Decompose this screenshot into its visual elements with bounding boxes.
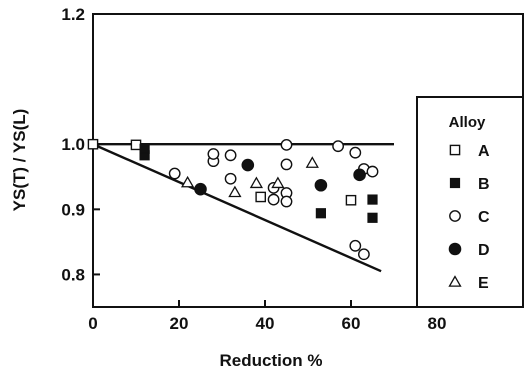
- legend-box: [416, 96, 524, 308]
- x-tick-label: 40: [256, 314, 275, 333]
- point-D: [314, 178, 328, 192]
- series-B: [139, 143, 378, 223]
- legend-item-C: C: [449, 209, 490, 226]
- point-C: [224, 172, 237, 185]
- legend-label-E: E: [478, 275, 489, 292]
- series-D: [194, 158, 366, 196]
- series-C: [168, 138, 379, 261]
- y-axis-ticks: 0.8 0.9 1.0 1.2: [61, 5, 100, 284]
- legend-item-E: E: [448, 275, 489, 292]
- legend-item-A: A: [449, 143, 490, 160]
- point-B: [367, 212, 378, 223]
- point-D: [194, 182, 207, 196]
- point-A: [130, 139, 142, 151]
- point-C: [207, 148, 220, 160]
- legend-marker-C: [449, 210, 461, 222]
- x-tick-label: 80: [428, 314, 447, 333]
- y-tick-label: 0.9: [61, 200, 85, 219]
- point-A: [345, 194, 357, 206]
- point-B: [315, 208, 326, 219]
- legend-title: Alloy: [449, 114, 486, 131]
- point-A: [255, 191, 267, 203]
- legend-item-D: D: [448, 242, 490, 259]
- reference-line-1: [92, 143, 382, 273]
- series-E: [180, 156, 319, 198]
- legend-marker-A: [449, 144, 461, 156]
- y-tick-label: 0.8: [61, 265, 85, 284]
- x-tick-label: 0: [88, 314, 97, 333]
- point-C: [349, 146, 362, 159]
- legend-marker-D: [448, 242, 462, 256]
- point-E: [228, 185, 242, 198]
- y-tick-label: 1.0: [61, 135, 85, 154]
- data-points: [87, 138, 379, 261]
- legend-label-B: B: [478, 176, 490, 193]
- point-C: [366, 165, 379, 178]
- legend-label-C: C: [478, 209, 490, 226]
- point-D: [241, 158, 255, 172]
- point-C: [332, 140, 344, 153]
- legend-label-D: D: [478, 242, 490, 259]
- point-E: [305, 156, 319, 168]
- point-C: [280, 158, 293, 171]
- x-tick-label: 20: [170, 314, 189, 333]
- point-C: [357, 248, 370, 261]
- legend-marker-B: [449, 177, 461, 189]
- point-C: [168, 167, 181, 180]
- legend-label-A: A: [478, 143, 490, 160]
- point-C: [280, 195, 293, 208]
- legend-item-B: B: [449, 176, 490, 193]
- point-C: [267, 193, 280, 206]
- point-B: [139, 143, 150, 154]
- point-C: [224, 149, 237, 162]
- point-E: [180, 175, 195, 188]
- x-axis-title: Reduction %: [220, 351, 323, 370]
- x-axis-ticks: 0 20 40 60 80: [88, 300, 446, 333]
- x-tick-label: 60: [342, 314, 361, 333]
- y-tick-label: 1.2: [61, 5, 85, 24]
- legend-marker-E: [448, 275, 462, 287]
- point-E: [271, 176, 285, 189]
- point-D: [353, 168, 366, 182]
- y-axis-title: YS(T) / YS(L): [10, 109, 29, 212]
- series-A: [87, 138, 357, 206]
- point-E: [249, 176, 264, 189]
- point-C: [349, 239, 362, 252]
- point-A: [87, 138, 99, 150]
- point-C: [280, 138, 293, 151]
- point-B: [367, 194, 378, 205]
